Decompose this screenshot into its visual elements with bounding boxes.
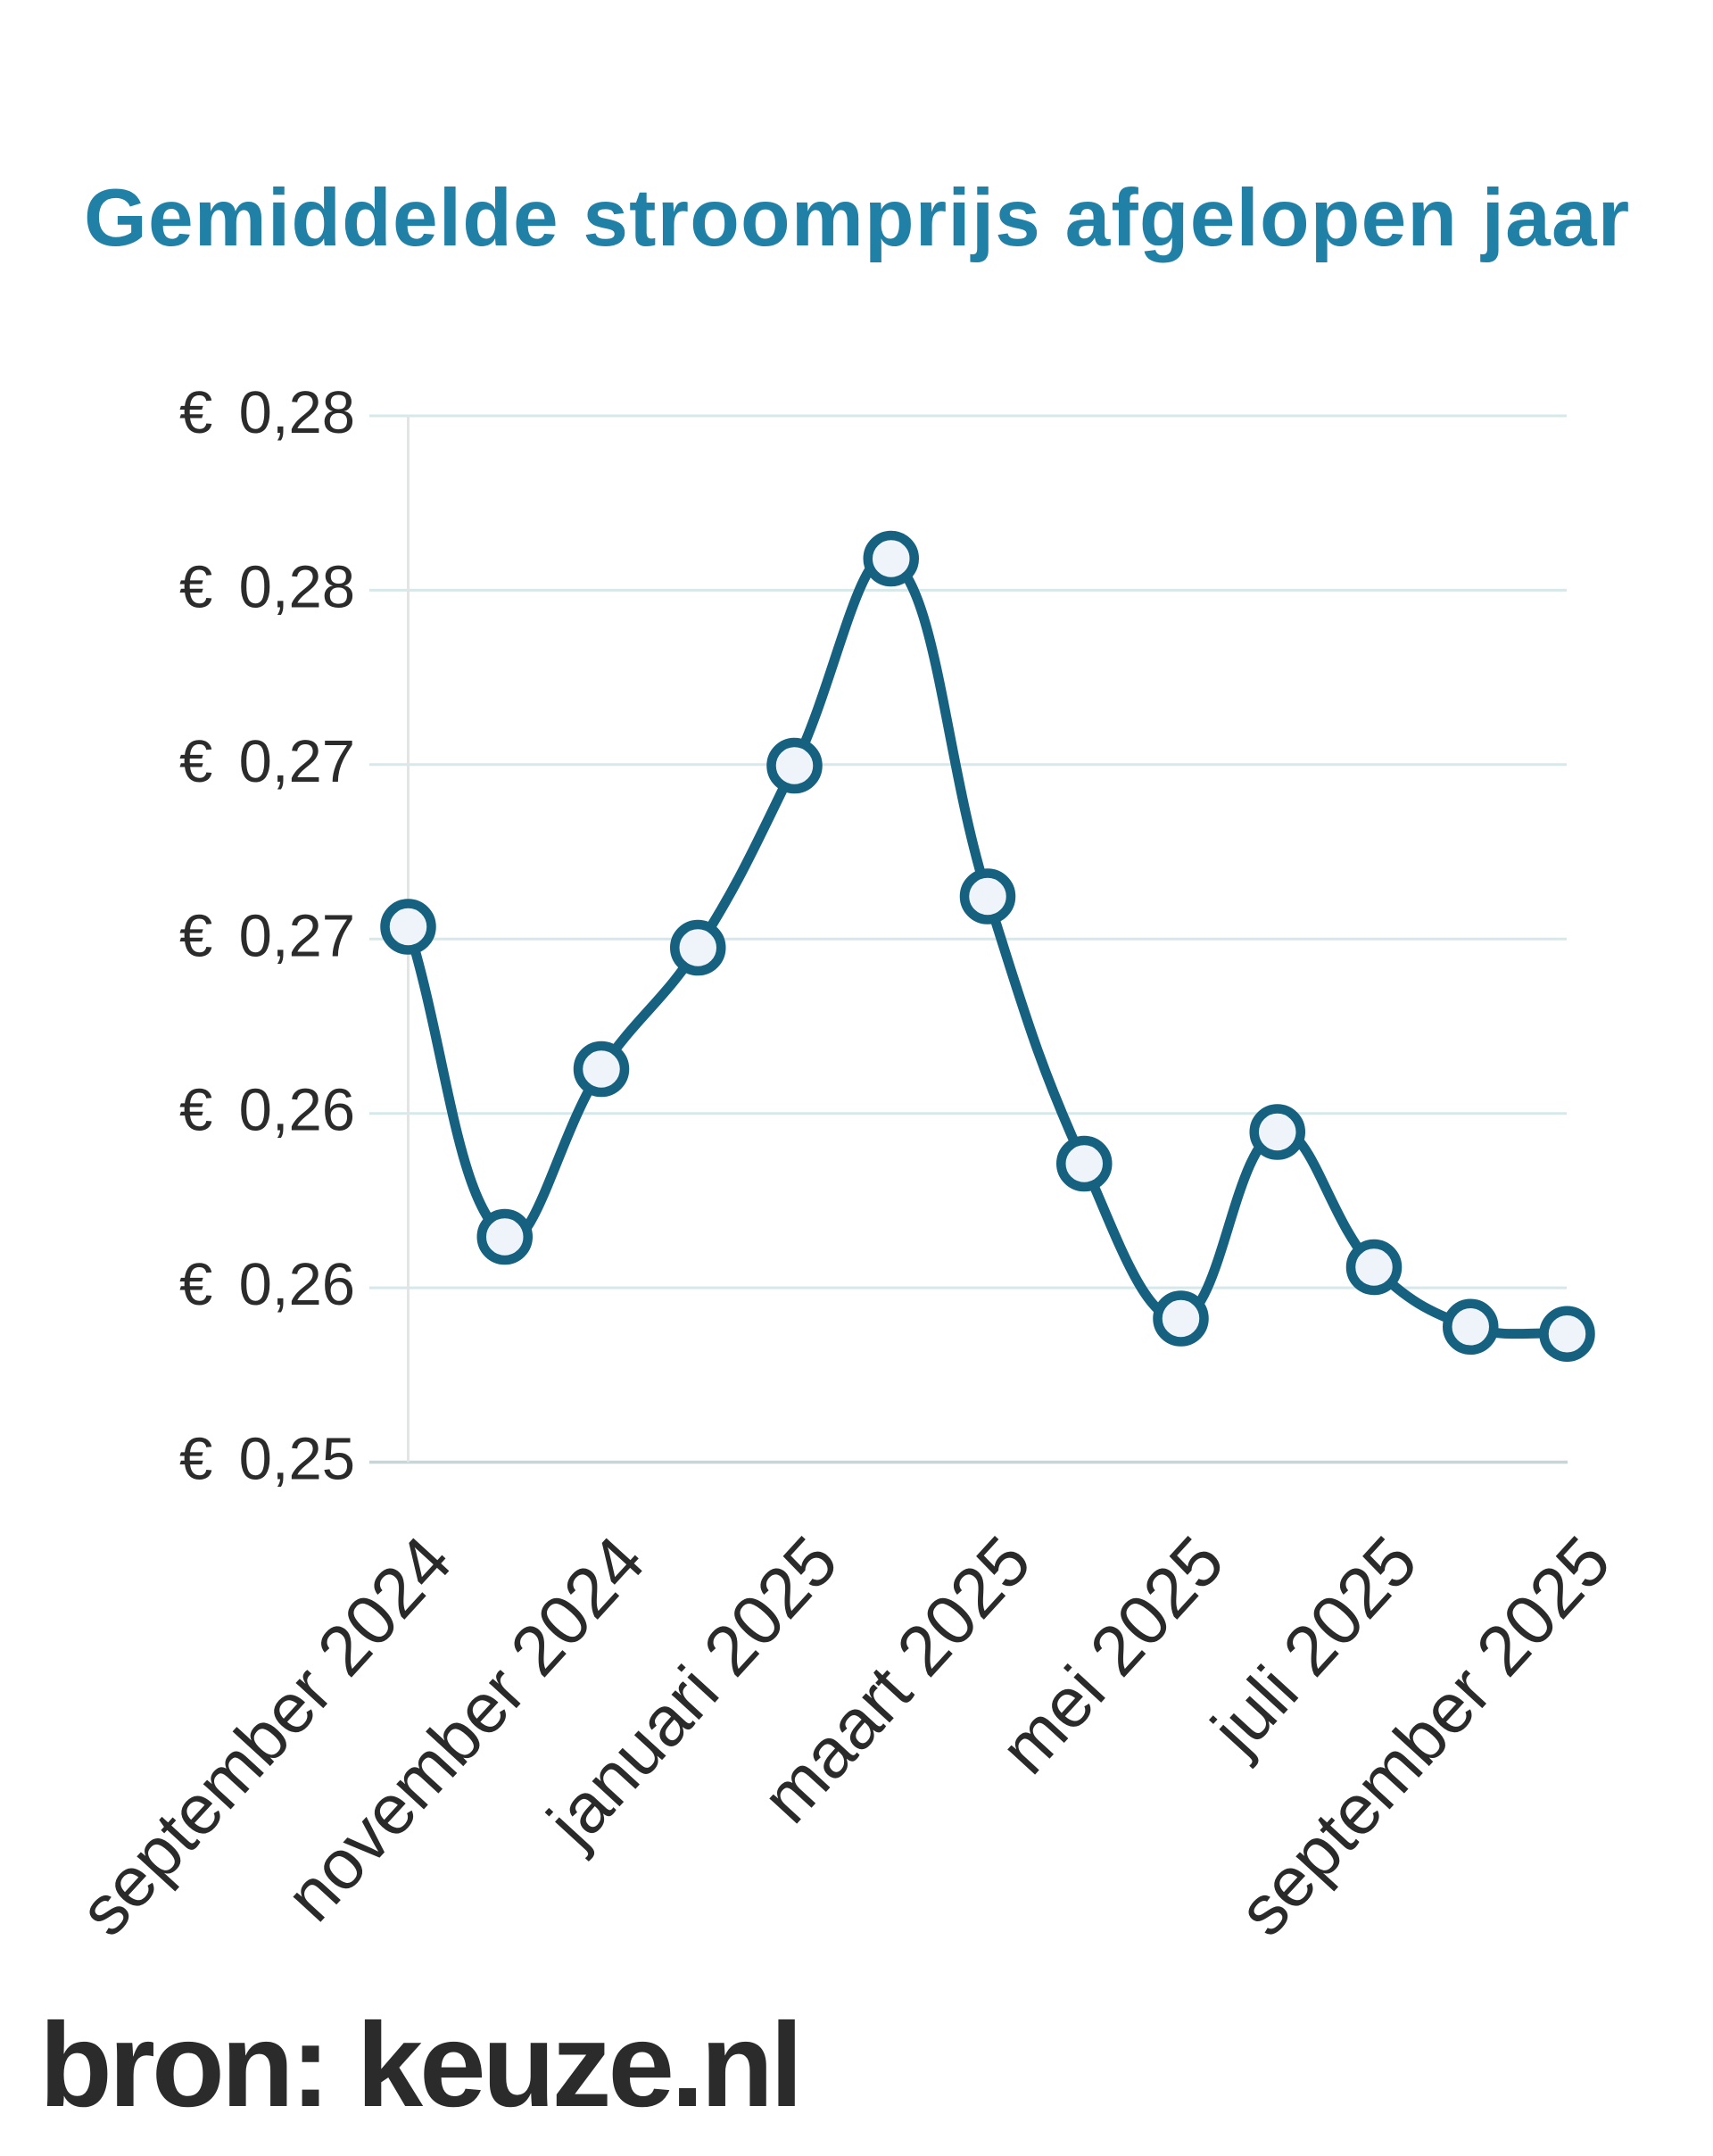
svg-text:0,27: 0,27 bbox=[239, 902, 355, 969]
svg-text:€: € bbox=[179, 1077, 212, 1144]
svg-text:€: € bbox=[179, 1251, 212, 1318]
svg-text:bron: keuze.nl: bron: keuze.nl bbox=[39, 1999, 799, 2132]
svg-text:€: € bbox=[179, 728, 212, 795]
svg-text:0,26: 0,26 bbox=[239, 1251, 355, 1318]
svg-text:€: € bbox=[179, 379, 212, 446]
svg-text:0,26: 0,26 bbox=[239, 1077, 355, 1144]
svg-text:0,28: 0,28 bbox=[239, 553, 355, 620]
svg-text:0,28: 0,28 bbox=[239, 379, 355, 446]
svg-text:€: € bbox=[179, 553, 212, 620]
svg-text:€: € bbox=[179, 1426, 212, 1493]
svg-text:Gemiddelde stroomprijs afgelop: Gemiddelde stroomprijs afgelopen jaar bbox=[84, 173, 1630, 263]
svg-text:0,27: 0,27 bbox=[239, 728, 355, 795]
svg-text:0,25: 0,25 bbox=[239, 1426, 355, 1493]
svg-text:€: € bbox=[179, 902, 212, 969]
